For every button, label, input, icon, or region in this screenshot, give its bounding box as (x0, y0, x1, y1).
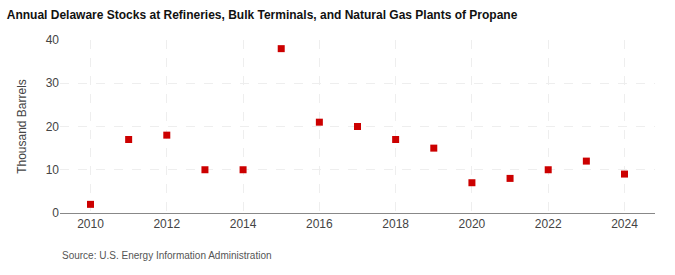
svg-text:2022: 2022 (535, 217, 562, 231)
svg-text:0: 0 (52, 206, 59, 220)
svg-text:2010: 2010 (77, 217, 104, 231)
svg-text:2020: 2020 (459, 217, 486, 231)
svg-text:Annual Delaware Stocks at Refi: Annual Delaware Stocks at Refineries, Bu… (7, 8, 518, 22)
svg-text:2012: 2012 (153, 217, 180, 231)
svg-text:40: 40 (46, 33, 60, 47)
svg-text:2018: 2018 (382, 217, 409, 231)
svg-text:10: 10 (46, 163, 60, 177)
svg-text:Source: U.S. Energy Informatio: Source: U.S. Energy Information Administ… (62, 250, 272, 261)
svg-text:20: 20 (46, 120, 60, 134)
svg-text:2016: 2016 (306, 217, 333, 231)
svg-text:Thousand Barrels: Thousand Barrels (15, 79, 29, 174)
svg-text:2024: 2024 (611, 217, 638, 231)
svg-text:2014: 2014 (230, 217, 257, 231)
svg-text:30: 30 (46, 76, 60, 90)
